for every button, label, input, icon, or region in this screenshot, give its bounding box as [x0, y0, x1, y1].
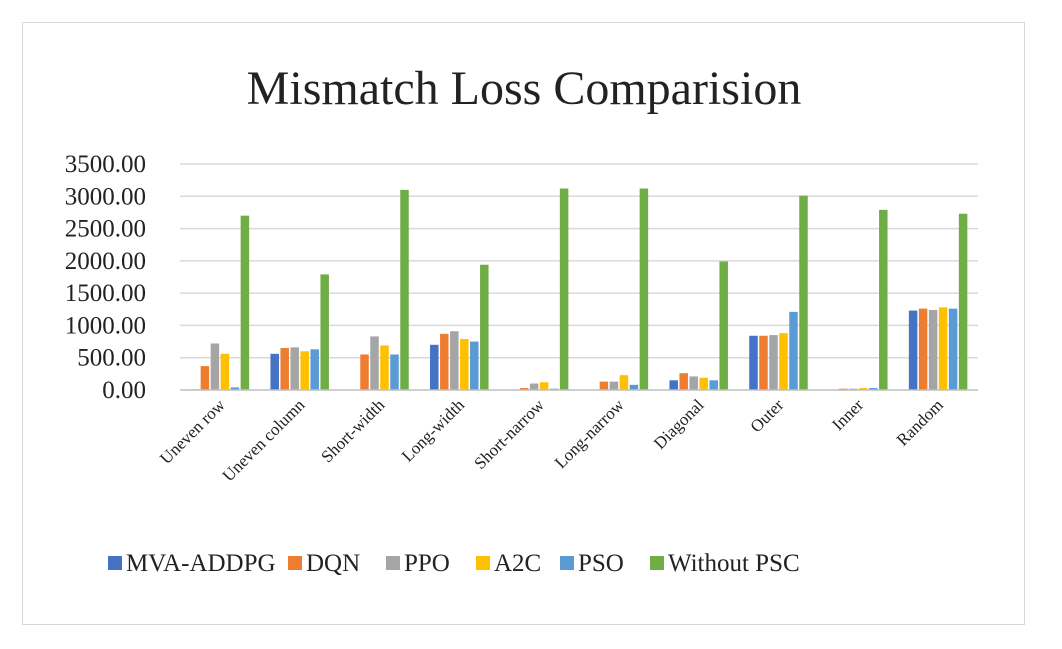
bar-dqn-random — [918, 308, 928, 390]
x-tick-label: Uneven column — [219, 395, 309, 485]
x-tick-label: Long-narrow — [551, 395, 628, 472]
x-tick-label: Short-narrow — [470, 395, 548, 473]
legend-swatch — [288, 556, 302, 570]
bar-a2c-diagonal — [699, 377, 708, 390]
bar-mva-addpg-random — [908, 310, 918, 390]
legend-label: Without PSC — [668, 550, 800, 577]
bar-dqn-uneven-column — [280, 348, 289, 390]
y-tick-label: 3500.00 — [65, 151, 146, 178]
bar-pso-long-width — [470, 341, 479, 390]
x-tick-label: Uneven row — [156, 395, 229, 468]
bar-dqn-outer — [759, 335, 768, 390]
chart-frame — [22, 22, 1025, 625]
bar-a2c-long-narrow — [619, 375, 629, 390]
bar-pso-short-width — [390, 354, 399, 390]
bar-without-psc-random — [958, 213, 968, 390]
bar-ppo-long-narrow — [609, 381, 619, 390]
bar-ppo-random — [928, 309, 938, 390]
legend-swatch — [560, 556, 574, 570]
legend: MVA-ADDPG DQN PPO A2C PSO Without PSC — [108, 550, 800, 577]
bar-a2c-random — [938, 307, 948, 390]
bar-a2c-outer — [779, 333, 788, 390]
x-tick-label: Inner — [828, 395, 867, 434]
y-tick-label: 2500.00 — [65, 216, 146, 243]
bar-dqn-uneven-row — [200, 366, 210, 390]
bar-dqn-long-narrow — [599, 381, 609, 390]
legend-label: MVA-ADDPG — [126, 550, 276, 577]
bar-without-psc-short-width — [400, 189, 409, 390]
legend-swatch — [108, 556, 122, 570]
bar-pso-outer — [789, 311, 798, 390]
bar-pso-inner — [869, 388, 878, 390]
y-tick-label: 0.00 — [102, 377, 146, 404]
bar-pso-long-narrow — [629, 384, 639, 390]
legend-swatch — [386, 556, 400, 570]
legend-label: A2C — [494, 550, 541, 577]
bar-a2c-short-narrow — [539, 382, 549, 390]
bar-ppo-uneven-column — [290, 347, 299, 390]
chart-title: Mismatch Loss Comparision — [247, 62, 802, 115]
bar-a2c-inner — [859, 388, 868, 390]
legend-label: PSO — [578, 550, 624, 577]
bar-without-psc-long-width — [480, 264, 489, 390]
bar-without-psc-diagonal — [719, 261, 728, 390]
bar-mva-addpg-outer — [749, 335, 758, 390]
bar-without-psc-short-narrow — [559, 188, 569, 390]
x-tick-label: Outer — [747, 395, 788, 436]
bar-without-psc-uneven-row — [240, 215, 250, 390]
bar-a2c-uneven-column — [300, 351, 309, 390]
y-tick-label: 1500.00 — [65, 280, 146, 307]
bar-ppo-outer — [769, 335, 778, 390]
gridlines — [180, 163, 978, 359]
legend-label: PPO — [404, 550, 450, 577]
y-tick-label: 500.00 — [77, 345, 146, 372]
bar-mva-addpg-diagonal — [669, 380, 678, 390]
bar-mva-addpg-long-width — [430, 344, 439, 390]
bar-dqn-short-narrow — [519, 388, 529, 390]
bar-without-psc-uneven-column — [320, 274, 329, 390]
bar-ppo-short-narrow — [529, 383, 539, 390]
bar-dqn-short-width — [360, 354, 369, 390]
bar-a2c-uneven-row — [220, 353, 230, 390]
bar-pso-random — [948, 308, 958, 390]
bar-without-psc-inner — [879, 209, 888, 390]
bar-ppo-short-width — [370, 336, 379, 390]
bar-a2c-long-width — [460, 338, 469, 390]
bar-pso-diagonal — [709, 380, 718, 390]
bar-dqn-long-width — [440, 333, 449, 390]
bar-mva-addpg-uneven-column — [270, 353, 279, 390]
bar-dqn-diagonal — [679, 373, 688, 390]
y-tick-label: 3000.00 — [65, 183, 146, 210]
x-tick-label: Random — [893, 395, 947, 449]
y-axis-ticks: 0.00 500.00 1000.00 1500.00 2000.00 2500.00 30… — [65, 151, 146, 404]
bars — [190, 188, 968, 390]
bar-ppo-uneven-row — [210, 343, 220, 390]
bar-without-psc-outer — [799, 195, 808, 390]
y-tick-label: 1000.00 — [65, 312, 146, 339]
bar-pso-uneven-column — [310, 349, 319, 390]
bar-ppo-long-width — [450, 331, 459, 390]
legend-label: DQN — [306, 550, 360, 577]
legend-swatch — [650, 556, 664, 570]
y-tick-label: 2000.00 — [65, 248, 146, 275]
x-tick-label: Long-width — [398, 395, 469, 466]
bar-ppo-diagonal — [689, 376, 698, 390]
bar-pso-uneven-row — [230, 387, 240, 390]
bar-a2c-short-width — [380, 345, 389, 390]
legend-swatch — [476, 556, 490, 570]
x-tick-label: Short-width — [317, 395, 388, 466]
x-tick-label: Diagonal — [650, 395, 708, 453]
bar-without-psc-long-narrow — [639, 188, 649, 390]
